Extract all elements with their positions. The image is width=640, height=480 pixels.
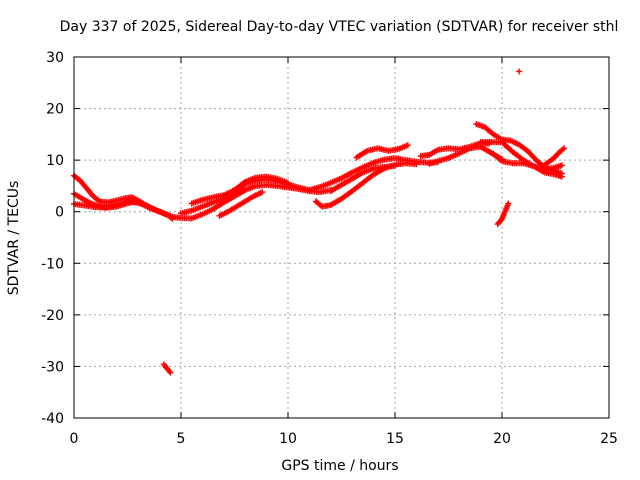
data-point xyxy=(497,217,504,224)
series-arc-o xyxy=(490,150,565,180)
y-tick-label: -10 xyxy=(41,256,64,272)
y-tick-label: 0 xyxy=(55,205,64,221)
data-point xyxy=(558,162,565,169)
y-axis-label: SDTVAR / TECUs xyxy=(6,181,22,296)
series-arc-f xyxy=(188,173,291,207)
data-point xyxy=(505,200,512,207)
data-point xyxy=(133,199,140,206)
series-arc-j xyxy=(353,142,411,161)
series-arc-c xyxy=(71,198,140,211)
series-arc-d xyxy=(169,181,334,222)
y-tick-label: 30 xyxy=(46,50,64,66)
x-tick-label: 25 xyxy=(600,431,618,447)
data-point xyxy=(167,369,174,376)
data-point xyxy=(285,179,291,186)
chart-title: Day 337 of 2025, Sidereal Day-to-day VTE… xyxy=(60,19,619,35)
y-tick-label: -40 xyxy=(41,411,64,427)
plot-frame xyxy=(73,56,610,419)
series-arc-g xyxy=(216,189,266,219)
x-tick-label: 20 xyxy=(493,431,511,447)
x-tick-label: 15 xyxy=(386,431,404,447)
data-point xyxy=(392,162,398,169)
series-arc-r xyxy=(160,361,174,376)
x-tick-label: 10 xyxy=(279,431,297,447)
data-point xyxy=(259,189,266,196)
series-arc-q xyxy=(494,200,512,228)
y-tick-label: 20 xyxy=(46,102,64,118)
data-point xyxy=(404,142,411,149)
y-tick-label: -20 xyxy=(41,308,64,324)
y-tick-label: 10 xyxy=(46,153,64,169)
data-point xyxy=(561,145,568,152)
x-axis-label: GPS time / hours xyxy=(281,458,398,474)
data-point xyxy=(516,68,523,75)
x-tick-label: 5 xyxy=(177,431,186,447)
series-arc-p xyxy=(537,145,568,172)
series-arc-i xyxy=(327,162,398,195)
data-point xyxy=(413,161,420,168)
data-point xyxy=(95,197,102,204)
data-marks xyxy=(71,68,568,376)
x-tick-label: 0 xyxy=(70,431,79,447)
series-outlier xyxy=(516,68,523,75)
data-point xyxy=(558,173,565,180)
y-tick-label: -30 xyxy=(41,359,64,375)
